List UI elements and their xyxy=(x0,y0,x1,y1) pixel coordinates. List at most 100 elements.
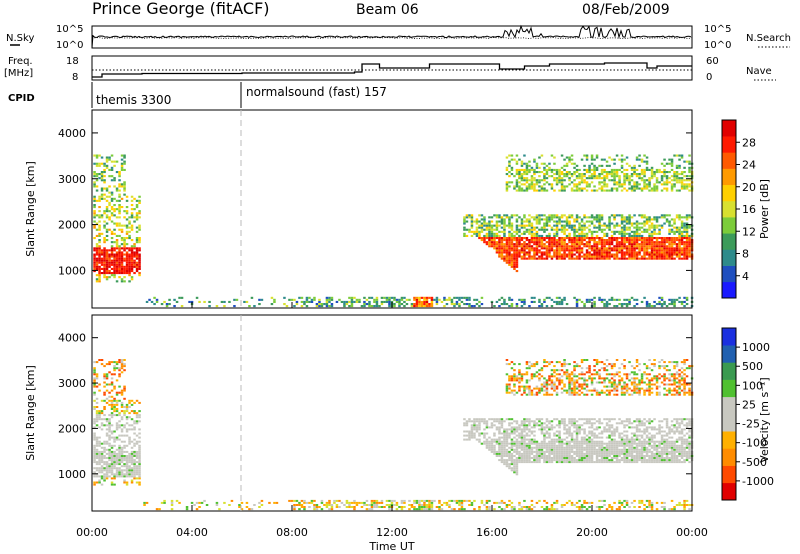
heat-cell xyxy=(548,214,551,217)
heat-cell xyxy=(270,303,274,306)
heat-cell xyxy=(425,296,429,299)
heat-cell xyxy=(113,408,116,410)
heat-cell xyxy=(548,363,551,366)
heat-cell xyxy=(103,418,106,421)
heat-cell xyxy=(138,416,141,419)
heat-cell xyxy=(615,168,619,171)
heat-cell xyxy=(430,508,434,511)
heat-cell xyxy=(448,504,451,506)
heat-cell xyxy=(120,162,124,165)
heat-cell xyxy=(523,247,526,250)
heat-cell xyxy=(465,434,469,437)
colorbar-swatch xyxy=(722,200,736,218)
heat-cell xyxy=(508,226,511,229)
heat-cell xyxy=(555,230,559,233)
heat-cell xyxy=(495,501,499,504)
heat-cell xyxy=(483,428,486,431)
heat-cell xyxy=(513,461,516,464)
heat-cell xyxy=(580,367,584,370)
heat-cell xyxy=(543,228,546,231)
heat-cell xyxy=(540,383,544,386)
heat-cell xyxy=(138,237,141,240)
heat-cell xyxy=(258,303,261,306)
heat-cell xyxy=(128,452,131,455)
heat-cell xyxy=(520,257,524,260)
heat-cell xyxy=(633,232,636,235)
heat-cell xyxy=(103,267,106,270)
heat-cell xyxy=(513,420,516,423)
heat-cell xyxy=(680,220,684,223)
heat-cell xyxy=(483,241,486,244)
heat-cell xyxy=(603,239,606,242)
heat-cell xyxy=(123,245,126,248)
heat-cell xyxy=(120,416,124,419)
heat-cell xyxy=(520,461,524,464)
heat-cell xyxy=(675,154,679,157)
heat-cell xyxy=(110,377,114,380)
heat-cell xyxy=(113,461,116,464)
heat-cell xyxy=(560,455,564,457)
heat-cell xyxy=(130,440,134,443)
heat-cell xyxy=(628,187,631,190)
heat-cell xyxy=(558,241,561,244)
heat-cell xyxy=(108,455,111,457)
heat-cell xyxy=(95,265,99,268)
heat-cell xyxy=(640,168,644,171)
heat-cell xyxy=(120,367,124,370)
heat-cell xyxy=(565,249,569,252)
heat-cell xyxy=(603,232,606,235)
heat-cell xyxy=(95,278,99,281)
heat-cell xyxy=(590,255,594,258)
heat-cell xyxy=(545,379,549,382)
heat-cell xyxy=(120,475,124,478)
heat-cell xyxy=(550,393,554,396)
heat-cell xyxy=(480,222,484,225)
heat-cell xyxy=(105,230,109,233)
heat-cell xyxy=(635,187,639,190)
colorbar-tick-label: 24 xyxy=(742,159,756,172)
heat-cell xyxy=(628,298,631,301)
heat-cell xyxy=(128,220,131,223)
heat-cell xyxy=(570,226,574,229)
heat-cell xyxy=(525,432,529,435)
heat-cell xyxy=(580,448,584,451)
heat-cell xyxy=(578,455,581,457)
heat-cell xyxy=(575,438,579,441)
heat-cell xyxy=(453,296,456,299)
heat-cell xyxy=(418,504,421,506)
heat-cell xyxy=(670,160,674,163)
heat-cell xyxy=(105,206,109,209)
heat-cell xyxy=(463,430,466,433)
heat-cell xyxy=(608,216,611,219)
heat-cell xyxy=(393,296,396,299)
heat-cell xyxy=(645,156,649,159)
heat-cell xyxy=(565,501,569,504)
heat-cell xyxy=(520,305,524,308)
heat-cell xyxy=(520,179,524,182)
heat-cell xyxy=(528,385,531,388)
heat-cell xyxy=(218,508,221,511)
heat-cell xyxy=(390,296,394,299)
heat-cell xyxy=(505,259,509,262)
heat-cell xyxy=(525,385,529,388)
heat-cell xyxy=(498,430,501,433)
heat-cell xyxy=(530,245,534,248)
heat-cell xyxy=(115,361,119,364)
heat-cell xyxy=(93,226,96,229)
heat-cell xyxy=(580,455,584,457)
heat-cell xyxy=(130,261,134,264)
heat-cell xyxy=(648,305,651,308)
heat-cell xyxy=(560,459,564,462)
heat-cell xyxy=(558,373,561,376)
heat-cell xyxy=(538,185,541,188)
heat-cell xyxy=(518,444,521,447)
heat-cell xyxy=(503,230,506,233)
heat-cell xyxy=(563,442,566,445)
heat-cell xyxy=(563,455,566,457)
heat-cell xyxy=(668,243,671,246)
heat-cell xyxy=(573,430,576,433)
heat-cell xyxy=(120,371,124,374)
heat-cell xyxy=(328,300,331,303)
heat-cell xyxy=(523,426,526,429)
heat-cell xyxy=(470,420,474,423)
